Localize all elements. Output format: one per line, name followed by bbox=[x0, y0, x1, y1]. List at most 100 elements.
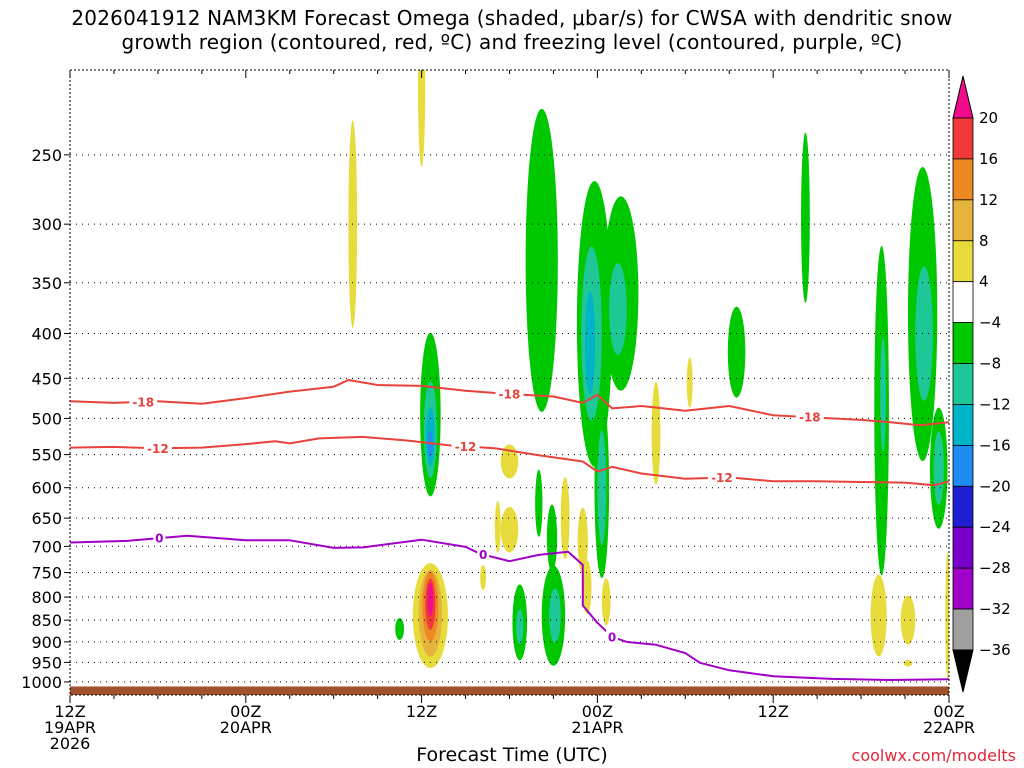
colorbar-label-7: −12 bbox=[979, 395, 1011, 413]
colorbar-label-3: 8 bbox=[979, 232, 989, 250]
contour-label-dgz_minus12-1: -12 bbox=[455, 440, 477, 454]
x-tick-label-0-0: 12Z bbox=[54, 702, 85, 721]
plot-frame bbox=[69, 69, 950, 696]
contour-label-bg-freezing_level-1 bbox=[477, 547, 490, 562]
y-tick-label-350: 350 bbox=[31, 274, 62, 293]
colorbar-label-10: −24 bbox=[979, 518, 1011, 536]
y-tick-label-1000: 1000 bbox=[21, 673, 62, 692]
omega-region-0 bbox=[417, 70, 426, 168]
x-tick-label-12-1: 20APR bbox=[220, 718, 272, 737]
contour-label-bg-dgz_minus12-2 bbox=[707, 470, 736, 485]
x-tick-label-60-0: 00Z bbox=[933, 702, 964, 721]
x-tick-label-48-0: 12Z bbox=[758, 702, 789, 721]
omega-region-47 bbox=[945, 551, 949, 680]
y-tick-label-700: 700 bbox=[31, 537, 62, 556]
y-tick-label-450: 450 bbox=[31, 369, 62, 388]
y-tick-label-850: 850 bbox=[31, 611, 62, 630]
omega-region-41 bbox=[915, 266, 933, 401]
colorbar-bin-7 bbox=[952, 404, 974, 446]
colorbar-label-4: 4 bbox=[979, 273, 989, 291]
omega-region-18 bbox=[546, 504, 558, 572]
x-tick-label-36-0: 00Z bbox=[582, 702, 613, 721]
chart-title-line-1: 2026041912 NAM3KM Forecast Omega (shaded… bbox=[71, 6, 953, 30]
omega-region-37 bbox=[801, 132, 810, 303]
omega-region-39 bbox=[880, 337, 887, 452]
omega-region-17 bbox=[535, 469, 543, 537]
colorbar-bin-10 bbox=[952, 526, 974, 569]
colorbar-bin-5 bbox=[952, 322, 974, 364]
x-tick-label-36-1: 21APR bbox=[571, 718, 623, 737]
omega-region-21 bbox=[516, 609, 524, 645]
omega-region-15 bbox=[494, 501, 501, 553]
omega-region-13 bbox=[500, 506, 519, 553]
omega-region-19 bbox=[560, 477, 570, 560]
colorbar-label-0: 20 bbox=[979, 109, 998, 127]
contour-label-bg-dgz_minus18-0 bbox=[129, 394, 158, 409]
omega-region-30 bbox=[597, 430, 607, 546]
omega-region-31 bbox=[577, 507, 588, 574]
omega-region-44 bbox=[870, 574, 887, 657]
y-tick-label-500: 500 bbox=[31, 409, 62, 428]
colorbar-label-8: −16 bbox=[979, 436, 1011, 454]
x-axis-title: Forecast Time (UTC) bbox=[416, 744, 608, 766]
omega-region-26 bbox=[584, 291, 596, 395]
contour-label-freezing_level-0: 0 bbox=[155, 532, 163, 546]
pressure-axis: 250 300 350 400 450 500 550 600 650 700 750 800 850 9… bbox=[21, 146, 70, 692]
omega-region-6 bbox=[427, 582, 434, 616]
y-tick-label-650: 650 bbox=[31, 509, 62, 528]
omega-colorbar: 20 16 12 8 4 −4 −8 −12 −16 −20 −24 −28 −32 −36 bbox=[952, 75, 1011, 693]
colorbar-bin-12 bbox=[952, 608, 974, 651]
omega-region-16 bbox=[525, 108, 558, 412]
colorbar-bin-1 bbox=[952, 158, 974, 201]
omega-region-35 bbox=[686, 357, 693, 408]
y-tick-label-750: 750 bbox=[31, 564, 62, 583]
contour-label-bg-dgz_minus12-0 bbox=[143, 441, 172, 456]
contour-layer: -18 -18 -18 -12 -12 -12 0 0 0 bbox=[70, 379, 949, 681]
omega-region-28 bbox=[609, 263, 627, 355]
omega-region-34 bbox=[651, 381, 661, 485]
colorbar-bin-9 bbox=[952, 485, 974, 528]
y-tick-label-400: 400 bbox=[31, 325, 62, 344]
colorbar-label-9: −20 bbox=[979, 477, 1011, 495]
colorbar-label-2: 12 bbox=[979, 191, 998, 209]
omega-region-12 bbox=[500, 444, 519, 479]
colorbar-label-11: −28 bbox=[979, 559, 1011, 577]
colorbar-bin-3 bbox=[952, 240, 974, 283]
contour-label-bg-freezing_level-2 bbox=[606, 629, 619, 644]
colorbar-bottom-arrow bbox=[952, 649, 974, 693]
x-tick-label-0-2: 2026 bbox=[50, 734, 91, 753]
omega-region-33 bbox=[601, 578, 611, 626]
contour-label-bg-dgz_minus18-2 bbox=[795, 410, 824, 425]
chart-title-line-2: growth region (contoured, red, ºC) and f… bbox=[121, 30, 903, 54]
contour-freezing_level bbox=[70, 534, 949, 681]
x-tick-label-24-0: 12Z bbox=[406, 702, 437, 721]
omega-region-32 bbox=[582, 560, 592, 615]
contour-label-freezing_level-1: 0 bbox=[479, 548, 487, 562]
y-tick-label-950: 950 bbox=[31, 653, 62, 672]
contour-label-dgz_minus12-0: -12 bbox=[147, 442, 169, 456]
x-tick-label-12-0: 00Z bbox=[230, 702, 261, 721]
x-tick-label-0-1: 19APR bbox=[44, 718, 96, 737]
y-tick-label-300: 300 bbox=[31, 215, 62, 234]
omega-region-45 bbox=[900, 595, 916, 645]
colorbar-bin-4 bbox=[952, 281, 974, 324]
colorbar-label-12: −32 bbox=[979, 600, 1011, 618]
contour-label-bg-dgz_minus18-1 bbox=[495, 387, 524, 402]
omega-shading-layer bbox=[348, 70, 949, 680]
contour-dgz_minus12 bbox=[70, 435, 949, 487]
omega-region-14 bbox=[480, 565, 487, 591]
contour-label-freezing_level-2: 0 bbox=[608, 630, 616, 644]
contour-label-dgz_minus18-0: -18 bbox=[132, 395, 154, 409]
omega-region-23 bbox=[549, 588, 561, 643]
colorbar-label-1: 16 bbox=[979, 150, 998, 168]
colorbar-bin-6 bbox=[952, 363, 974, 405]
colorbar-bin-8 bbox=[952, 444, 974, 487]
omega-region-43 bbox=[933, 431, 944, 505]
y-tick-label-800: 800 bbox=[31, 588, 62, 607]
colorbar-label-13: −36 bbox=[979, 641, 1011, 659]
colorbar-bin-0 bbox=[952, 117, 974, 160]
contour-label-bg-freezing_level-0 bbox=[153, 531, 166, 546]
y-tick-label-900: 900 bbox=[31, 633, 62, 652]
